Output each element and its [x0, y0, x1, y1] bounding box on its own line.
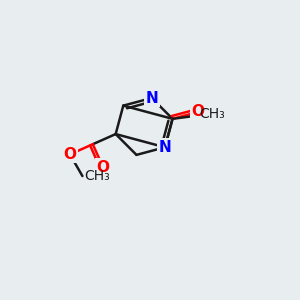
- Text: CH₃: CH₃: [84, 169, 110, 183]
- Text: O: O: [63, 147, 76, 162]
- Text: O: O: [97, 160, 110, 175]
- Text: O: O: [192, 104, 205, 119]
- Text: CH₃: CH₃: [199, 107, 225, 121]
- Text: N: N: [146, 91, 158, 106]
- Text: N: N: [159, 140, 171, 155]
